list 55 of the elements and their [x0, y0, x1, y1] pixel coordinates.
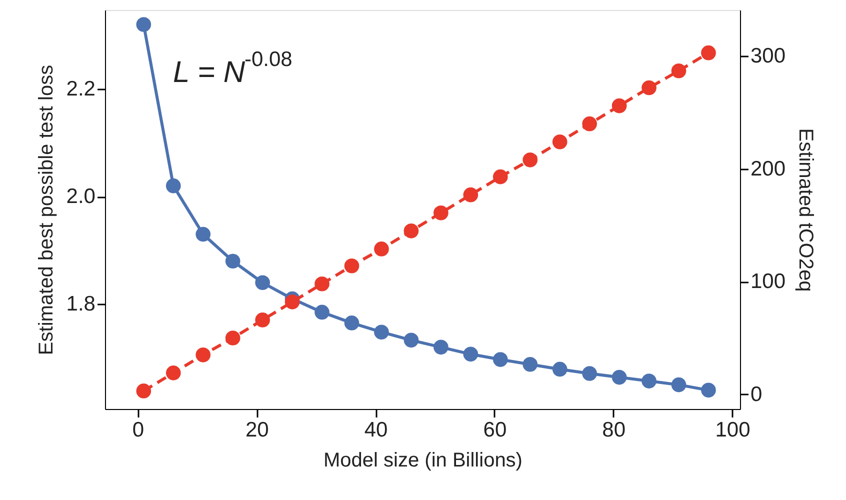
point: [612, 370, 627, 385]
point: [314, 304, 330, 320]
point: [642, 374, 656, 388]
x-tick-label: 100: [715, 418, 750, 442]
point: [434, 205, 448, 220]
y2-axis-title: Estimated tCO2eq: [794, 128, 817, 292]
point: [701, 382, 716, 398]
point: [701, 45, 716, 60]
point: [463, 187, 478, 202]
point: [344, 316, 360, 330]
point: [225, 254, 240, 269]
x-axis-title: Model size (in Billions): [324, 450, 522, 472]
y2-tick-label: 0: [750, 382, 762, 406]
point: [225, 330, 240, 346]
y2-tick-label: 100: [750, 270, 786, 294]
y2-tick-label: 300: [750, 44, 786, 68]
y-tick-label: 2.0: [66, 185, 96, 208]
point: [552, 362, 568, 377]
point: [255, 312, 270, 328]
x-tick-label: 0: [132, 418, 144, 442]
y-tick-label: 2.2: [66, 78, 96, 101]
point: [136, 17, 152, 32]
point: [344, 258, 360, 274]
x-tick-label: 40: [364, 418, 388, 442]
point: [582, 366, 597, 381]
point: [642, 80, 656, 96]
y-axis-title: Estimated best possible test loss: [35, 64, 58, 356]
point: [314, 276, 330, 292]
point: [196, 226, 211, 242]
point: [434, 340, 448, 355]
point: [612, 98, 627, 114]
y-tick-label: 1.8: [66, 292, 96, 316]
point: [196, 347, 211, 362]
point: [522, 356, 538, 372]
x-tick-label: 60: [483, 418, 507, 442]
point: [671, 377, 686, 392]
x-tick-label: 80: [602, 418, 626, 442]
point: [404, 224, 419, 238]
point: [374, 242, 389, 256]
point: [492, 352, 508, 367]
point: [522, 152, 538, 168]
point: [284, 294, 300, 310]
point: [166, 178, 181, 194]
point: [404, 332, 419, 348]
x-tick-label: 20: [245, 418, 269, 442]
point: [552, 134, 568, 150]
point: [492, 169, 508, 184]
point: [671, 63, 686, 78]
point: [255, 275, 270, 290]
point: [463, 346, 478, 362]
y2-tick-label: 200: [750, 157, 786, 180]
point: [136, 384, 152, 398]
point: [374, 324, 389, 340]
point: [166, 366, 181, 380]
point: [582, 116, 597, 132]
